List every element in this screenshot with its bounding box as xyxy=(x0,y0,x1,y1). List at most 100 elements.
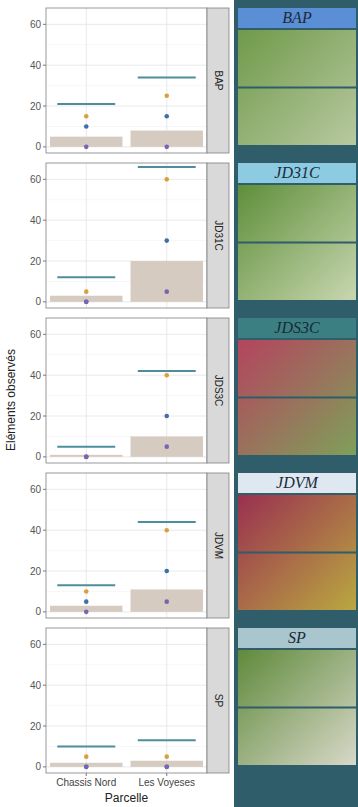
minor-grid xyxy=(46,44,207,45)
data-group xyxy=(50,371,203,459)
photo-header xyxy=(238,473,356,493)
minor-grid xyxy=(46,550,207,551)
x-axis-title: Parcelle xyxy=(105,791,149,805)
panel-frame xyxy=(46,8,207,153)
y-tick-label: 0 xyxy=(35,761,41,772)
tick xyxy=(43,65,46,66)
minor-grid xyxy=(46,85,207,86)
photo xyxy=(238,185,356,300)
y-tick-label: 40 xyxy=(30,215,42,226)
reference-line xyxy=(57,584,115,586)
photo xyxy=(238,650,356,765)
photo-title: SP xyxy=(288,629,306,646)
data-group xyxy=(50,740,203,769)
photo-panel: JD31C xyxy=(238,163,356,300)
photo-title: JDS3C xyxy=(274,319,320,336)
grid-line-x xyxy=(86,628,87,773)
panel-frame xyxy=(46,628,207,773)
point xyxy=(164,528,169,533)
photo-header xyxy=(238,318,356,338)
background xyxy=(0,0,358,807)
photo xyxy=(238,30,356,145)
grid-line-x xyxy=(166,628,167,773)
grid-line-x xyxy=(86,163,87,308)
tick xyxy=(43,106,46,107)
grid-line xyxy=(46,726,207,727)
point xyxy=(164,238,169,243)
point xyxy=(84,589,89,594)
tick xyxy=(43,726,46,727)
tick xyxy=(43,334,46,335)
point xyxy=(84,765,89,770)
point xyxy=(84,114,89,119)
photo-divider xyxy=(238,87,356,89)
tick xyxy=(43,146,46,147)
photo-divider xyxy=(238,707,356,709)
point xyxy=(84,300,89,305)
y-tick-label: 20 xyxy=(30,721,42,732)
y-tick-label: 60 xyxy=(30,174,42,185)
grid-line xyxy=(46,375,207,376)
facet-label: SP xyxy=(213,694,224,708)
photo-divider xyxy=(238,397,356,399)
minor-grid xyxy=(46,746,207,747)
tick xyxy=(43,489,46,490)
point xyxy=(164,754,169,759)
reference-line xyxy=(138,370,196,372)
y-tick-label: 0 xyxy=(35,451,41,462)
grid-line xyxy=(46,65,207,66)
grid-line xyxy=(46,685,207,686)
point xyxy=(84,754,89,759)
y-tick-label: 20 xyxy=(30,256,42,267)
point xyxy=(84,289,89,294)
reference-line xyxy=(57,103,115,105)
point xyxy=(164,145,169,150)
point xyxy=(84,765,89,770)
grid-line xyxy=(46,220,207,221)
point xyxy=(84,455,89,460)
y-tick-label: 60 xyxy=(30,484,42,495)
data-group xyxy=(50,522,203,614)
plot-area xyxy=(46,628,207,773)
point xyxy=(164,289,169,294)
data-group xyxy=(50,77,203,149)
point xyxy=(164,114,169,119)
reference-line xyxy=(138,739,196,741)
point xyxy=(164,765,169,770)
photo-header xyxy=(238,8,356,28)
grid-line xyxy=(46,571,207,572)
tick xyxy=(43,766,46,767)
chart-background xyxy=(0,0,234,807)
y-tick-label: 20 xyxy=(30,101,42,112)
y-axis-title: Eléments observés xyxy=(4,349,18,451)
grid-line xyxy=(46,489,207,490)
y-tick-label: 60 xyxy=(30,329,42,340)
plot-area xyxy=(46,8,207,153)
reference-line xyxy=(57,276,115,278)
minor-grid xyxy=(46,395,207,396)
reference-line xyxy=(57,745,115,747)
point xyxy=(164,599,169,604)
facet-strip xyxy=(207,318,229,463)
y-tick-label: 0 xyxy=(35,296,41,307)
point xyxy=(84,599,89,604)
y-tick-label: 0 xyxy=(35,606,41,617)
reference-line xyxy=(57,446,115,448)
data-group xyxy=(50,167,203,304)
minor-grid xyxy=(46,199,207,200)
minor-grid xyxy=(46,705,207,706)
photo-header xyxy=(238,628,356,648)
tick xyxy=(43,301,46,302)
point xyxy=(84,610,89,615)
facet-strip xyxy=(207,628,229,773)
point xyxy=(164,569,169,574)
minor-grid xyxy=(46,509,207,510)
facet-strip xyxy=(207,8,229,153)
panel: 0204060Chassis NordLes VoyesesSP xyxy=(30,628,229,788)
grid-line-x xyxy=(86,473,87,618)
tick xyxy=(166,773,167,776)
panel: 0204060JDVM xyxy=(30,473,229,618)
point xyxy=(84,300,89,305)
minor-grid xyxy=(46,354,207,355)
bar xyxy=(131,436,203,456)
